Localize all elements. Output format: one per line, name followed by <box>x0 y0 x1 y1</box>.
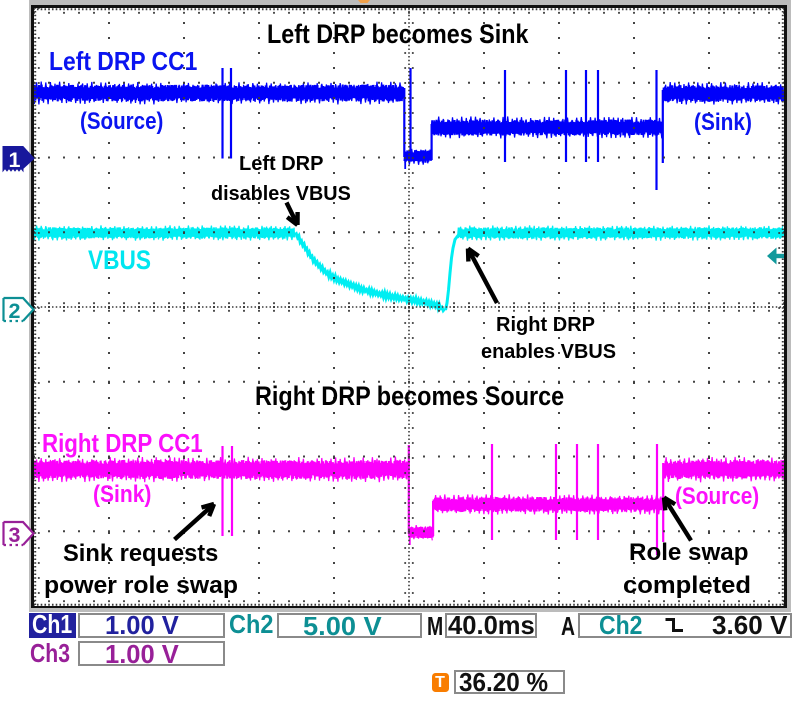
svg-text:3: 3 <box>9 523 21 547</box>
svg-text:2: 2 <box>9 299 21 323</box>
svg-text:1: 1 <box>9 148 21 172</box>
